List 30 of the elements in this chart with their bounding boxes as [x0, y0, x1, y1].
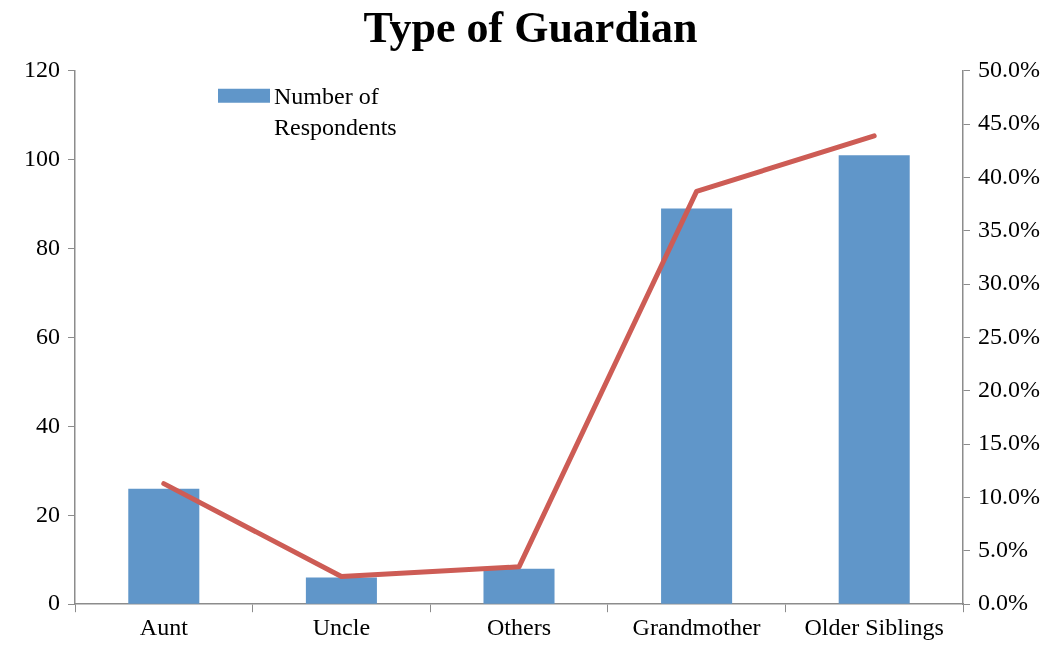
x-tick-label: Grandmother	[632, 613, 761, 640]
y-tick-label: 20	[36, 500, 60, 527]
y-tick-label: 60	[36, 322, 60, 349]
y2-tick-label: 40.0%	[978, 162, 1040, 189]
bar	[483, 568, 555, 604]
y2-tick-label: 15.0%	[978, 429, 1040, 456]
x-tick-label: Others	[487, 613, 551, 640]
bar	[661, 208, 733, 604]
y2-tick-label: 35.0%	[978, 216, 1040, 243]
y2-tick-label: 5.0%	[978, 536, 1028, 563]
x-tick-label: Older Siblings	[804, 613, 944, 640]
bar	[838, 155, 910, 604]
y2-tick-label: 10.0%	[978, 482, 1040, 509]
y-tick-label: 80	[36, 233, 60, 260]
legend-label: Number of Respondents	[274, 83, 397, 141]
y-tick-label: 0	[48, 589, 60, 616]
bar	[128, 488, 200, 604]
y-tick-label: 120	[24, 56, 60, 83]
y2-tick-label: 20.0%	[978, 376, 1040, 403]
y-tick-label: 40	[36, 411, 60, 438]
y2-tick-label: 30.0%	[978, 269, 1040, 296]
y2-tick-label: 25.0%	[978, 322, 1040, 349]
x-tick-label: Aunt	[139, 613, 189, 640]
y2-tick-label: 50.0%	[978, 56, 1040, 83]
y-tick-label: 100	[24, 145, 60, 171]
y2-tick-label: 45.0%	[978, 109, 1040, 136]
bar	[305, 577, 377, 604]
x-tick-label: Uncle	[312, 613, 371, 640]
y2-tick-label: 0.0%	[978, 589, 1028, 616]
chart-title: Type of Guardian	[363, 2, 698, 52]
